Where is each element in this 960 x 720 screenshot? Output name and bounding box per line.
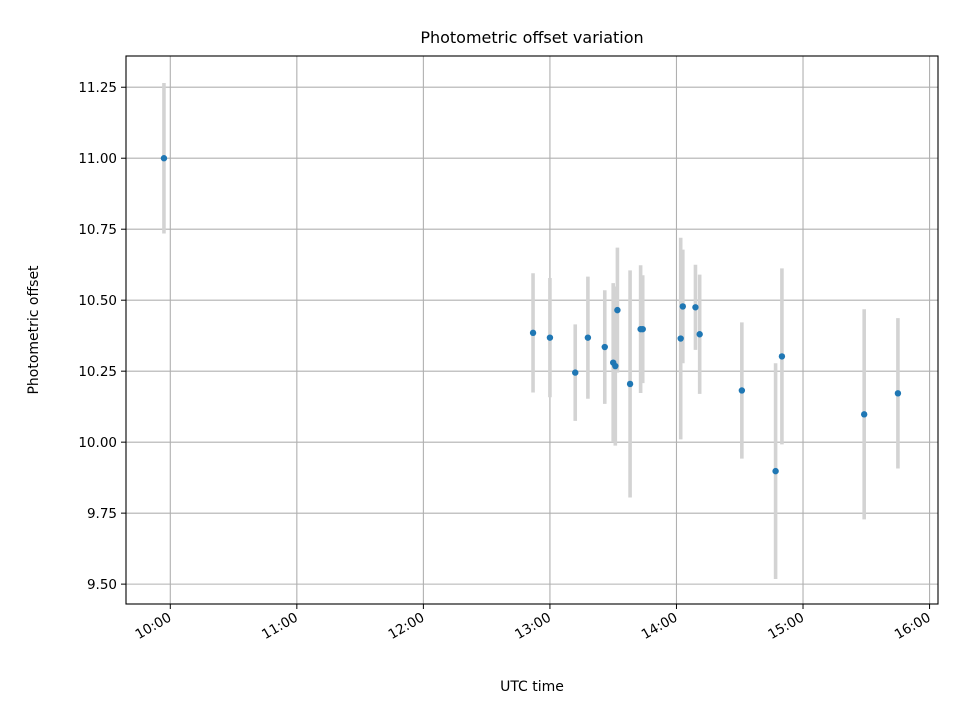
y-axis: 9.50 9.75 10.00 10.25 10.50 10.75 11.00 11.25 <box>78 80 126 593</box>
y-tick-label: 10.25 <box>78 364 117 380</box>
data-point <box>778 353 786 360</box>
data-point <box>679 303 686 310</box>
data-point <box>529 329 537 337</box>
y-tick-label: 10.00 <box>78 435 117 451</box>
data-point <box>612 362 619 370</box>
data-point <box>546 334 554 341</box>
data-point <box>614 306 621 314</box>
data-point <box>894 390 902 397</box>
plot-frame <box>125 55 939 605</box>
y-tick-label: 9.75 <box>87 506 117 522</box>
y-tick-label: 10.75 <box>78 222 117 238</box>
data-point <box>738 387 746 394</box>
data-point <box>696 331 703 338</box>
x-axis-label: UTC time <box>500 679 564 695</box>
y-axis-label: Photometric offset <box>26 265 42 395</box>
data-point <box>626 380 634 388</box>
data-point <box>160 155 168 162</box>
data-point <box>772 467 779 475</box>
data-point <box>677 335 684 342</box>
y-tick-label: 11.25 <box>78 80 117 96</box>
data-point <box>584 334 592 341</box>
data-point <box>692 304 699 311</box>
data-point <box>639 325 646 333</box>
y-tick-label: 11.00 <box>78 151 117 167</box>
y-tick-label: 9.50 <box>87 577 117 593</box>
y-tick-label: 10.50 <box>78 293 117 309</box>
data-point <box>860 411 868 418</box>
grid-layer <box>126 56 938 604</box>
data-point <box>601 343 608 351</box>
point-layer <box>160 155 902 475</box>
chart-title: Photometric offset variation <box>420 28 643 47</box>
data-point <box>572 369 579 376</box>
